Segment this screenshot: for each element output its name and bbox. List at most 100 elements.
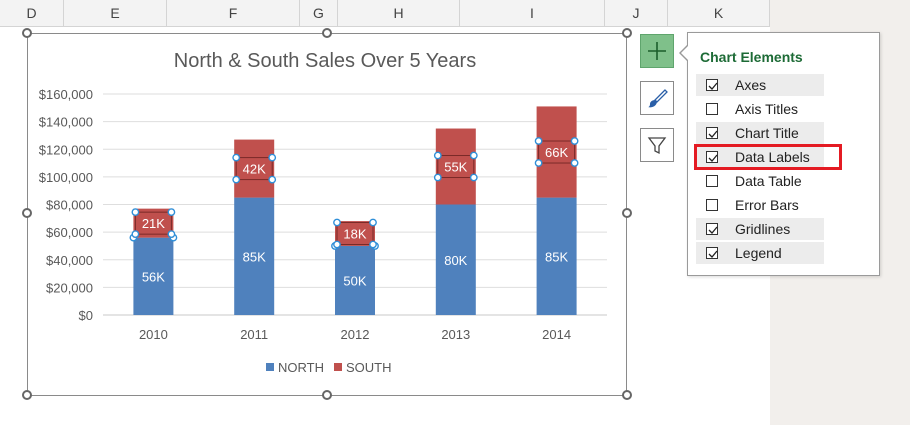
- data-label-handle: [469, 173, 478, 182]
- data-label-handle: [433, 151, 442, 160]
- resize-handle-bottom-right[interactable]: [622, 390, 632, 400]
- data-label-handle: [268, 175, 277, 184]
- data-label-handle: [534, 159, 543, 167]
- data-label: 55K: [444, 160, 467, 175]
- bar-south: [133, 208, 174, 238]
- stacked-bar-chart[interactable]: North & South Sales Over 5 Years $0 $20,00…: [27, 33, 627, 396]
- data-label: 66K: [545, 145, 568, 160]
- data-label-handle: [232, 175, 241, 184]
- y-tick-label: $100,000: [39, 170, 93, 185]
- checkbox[interactable]: [706, 103, 718, 115]
- data-label: 85K: [243, 249, 266, 264]
- y-tick-label: $0: [79, 308, 93, 323]
- column-header-e[interactable]: E: [64, 0, 167, 26]
- y-tick-label: $160,000: [39, 87, 93, 102]
- resize-handle-bottom[interactable]: [322, 390, 332, 400]
- y-tick-label: $20,000: [46, 280, 93, 295]
- option-data-labels[interactable]: Data Labels: [696, 146, 824, 168]
- legend-swatch-north: [266, 363, 274, 371]
- option-data-table[interactable]: Data Table: [696, 170, 824, 192]
- data-label-handle: [333, 218, 341, 227]
- data-label-handle: [167, 208, 176, 217]
- column-header-h[interactable]: H: [338, 0, 460, 26]
- resize-handle-top-right[interactable]: [622, 28, 632, 38]
- option-label: Axes: [735, 77, 767, 93]
- y-tick-label: $80,000: [46, 198, 93, 213]
- checkmark-icon: [708, 250, 718, 258]
- checkbox[interactable]: [706, 247, 718, 259]
- data-label: 18K: [343, 227, 366, 242]
- chart-styles-button[interactable]: [640, 81, 674, 115]
- resize-handle-top-left[interactable]: [22, 28, 32, 38]
- option-label: Legend: [735, 245, 782, 261]
- data-label: 56K: [142, 269, 165, 284]
- legend-label-south: SOUTH: [346, 360, 392, 375]
- data-label-handle: [333, 240, 341, 249]
- column-header-j[interactable]: J: [605, 0, 668, 26]
- resize-handle-bottom-left[interactable]: [22, 390, 32, 400]
- column-header-d[interactable]: D: [0, 0, 64, 26]
- legend-label-north: NORTH: [278, 360, 324, 375]
- column-header-i[interactable]: I: [460, 0, 605, 26]
- option-label: Axis Titles: [735, 101, 799, 117]
- data-label: 50K: [343, 273, 366, 288]
- bar-north: [435, 204, 476, 315]
- option-gridlines[interactable]: Gridlines: [696, 218, 824, 240]
- checkmark-icon: [708, 226, 718, 234]
- popup-pointer-inner: [681, 45, 689, 61]
- option-legend[interactable]: Legend: [696, 242, 824, 264]
- column-header-f[interactable]: F: [167, 0, 300, 26]
- option-chart-title[interactable]: Chart Title: [696, 122, 824, 144]
- data-label: 21K: [142, 216, 165, 231]
- option-label: Chart Title: [735, 125, 799, 141]
- data-label: 80K: [444, 253, 467, 268]
- data-label-handle: [369, 218, 377, 227]
- chart-filters-button[interactable]: [640, 128, 674, 162]
- data-label: 85K: [545, 249, 568, 264]
- bar-north: [234, 197, 275, 315]
- checkbox[interactable]: [706, 79, 718, 91]
- bar-south: [536, 106, 577, 198]
- x-tick-label: 2013: [441, 327, 470, 342]
- chart-elements-button[interactable]: [640, 34, 674, 68]
- brush-icon: [648, 89, 668, 108]
- y-tick-label: $60,000: [46, 225, 93, 240]
- resize-handle-top[interactable]: [322, 28, 332, 38]
- option-label: Error Bars: [735, 197, 799, 213]
- column-header-g[interactable]: G: [300, 0, 338, 26]
- bar-south: [234, 139, 275, 198]
- chart-title: North & South Sales Over 5 Years: [174, 50, 476, 72]
- data-label-box: [336, 222, 374, 246]
- data-label-handle: [131, 208, 140, 217]
- bar-south: [435, 128, 476, 205]
- data-label-handle: [433, 173, 442, 182]
- x-tick-label: 2014: [542, 327, 571, 342]
- column-header-k[interactable]: K: [668, 0, 770, 26]
- data-label-box: [538, 140, 576, 164]
- bar-north: [536, 197, 577, 315]
- data-label-handle: [232, 153, 241, 162]
- x-tick-label: 2010: [139, 327, 168, 342]
- data-label: 42K: [243, 162, 266, 177]
- checkbox[interactable]: [706, 175, 718, 187]
- resize-handle-right[interactable]: [622, 208, 632, 218]
- legend-swatch-south: [334, 363, 342, 371]
- y-tick-label: $40,000: [46, 253, 93, 268]
- data-label-handle: [369, 240, 377, 249]
- option-axis-titles[interactable]: Axis Titles: [696, 98, 824, 120]
- bar-south: [335, 221, 375, 246]
- checkbox[interactable]: [706, 151, 718, 163]
- option-label: Data Table: [735, 173, 802, 189]
- option-axes[interactable]: Axes: [696, 74, 824, 96]
- y-tick-label: $120,000: [39, 142, 93, 157]
- checkbox[interactable]: [706, 223, 718, 235]
- option-error-bars[interactable]: Error Bars: [696, 194, 824, 216]
- checkmark-icon: [708, 82, 718, 90]
- data-label-box: [437, 155, 475, 179]
- popup-title: Chart Elements: [700, 49, 803, 65]
- resize-handle-left[interactable]: [22, 208, 32, 218]
- x-tick-label: 2012: [341, 327, 370, 342]
- checkbox[interactable]: [706, 199, 718, 211]
- checkbox[interactable]: [706, 127, 718, 139]
